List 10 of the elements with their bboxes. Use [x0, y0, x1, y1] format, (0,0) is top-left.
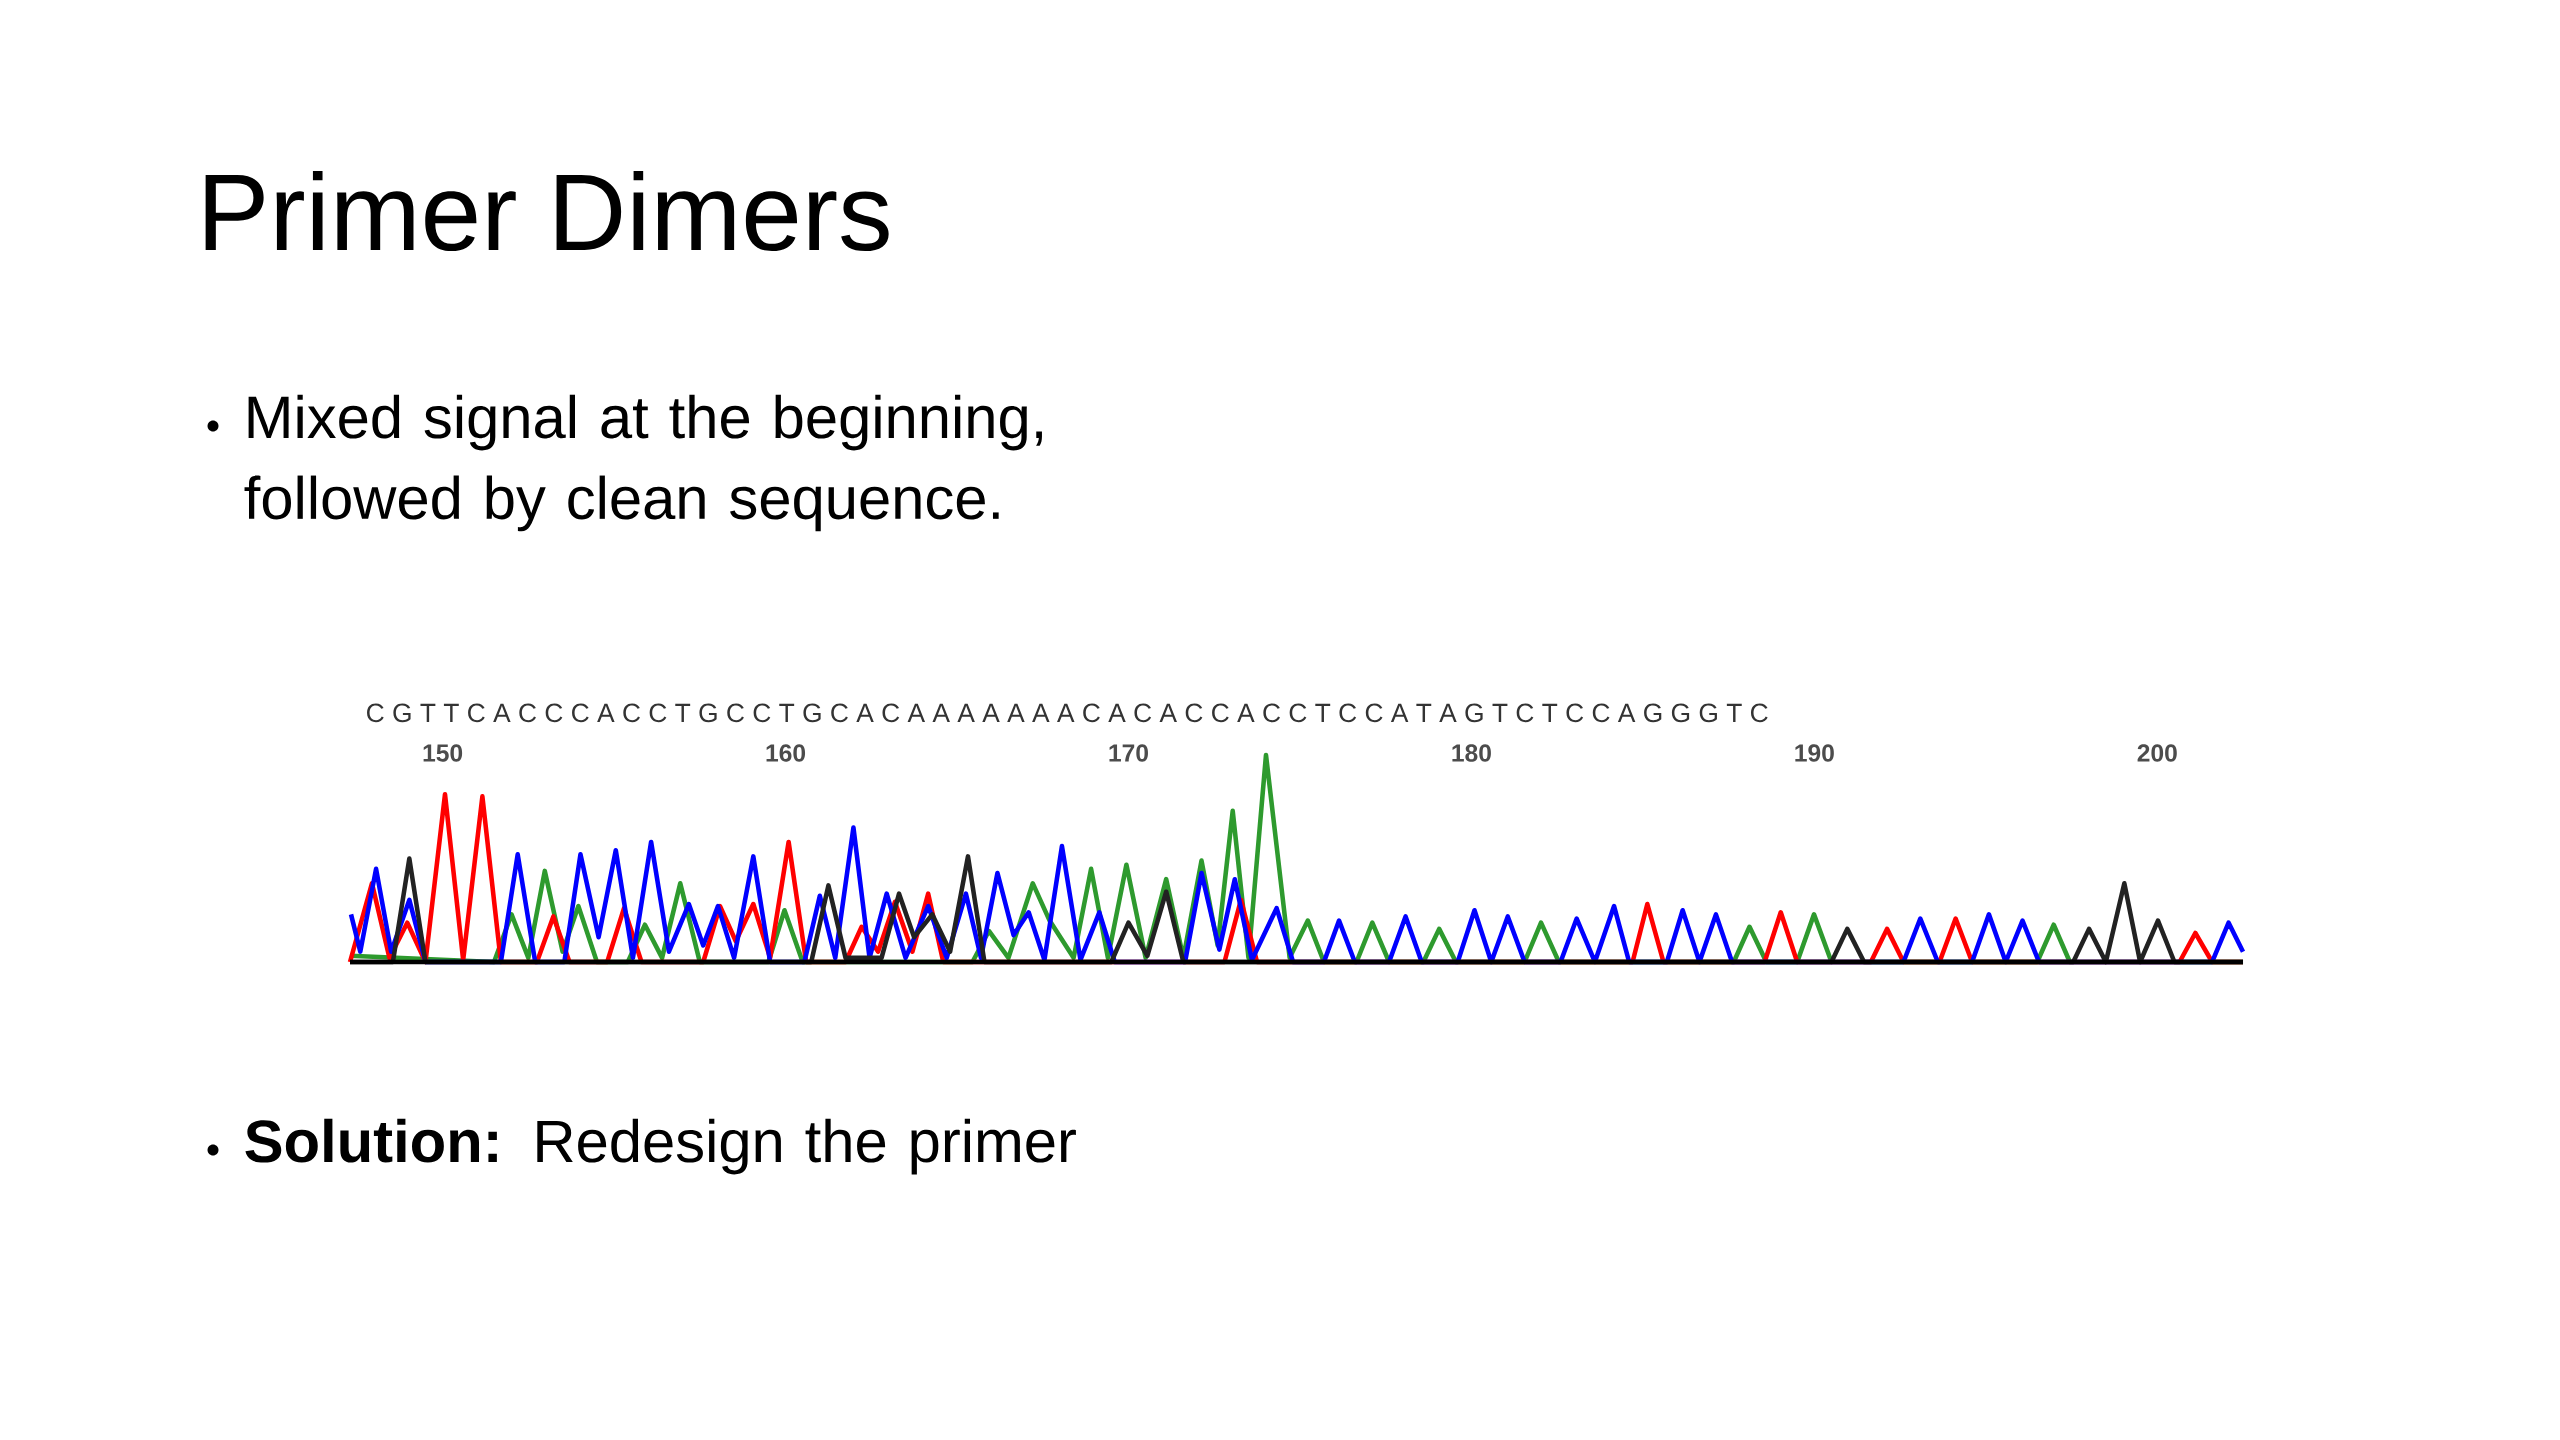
x-tick-label: 160 — [766, 744, 806, 762]
x-tick-label: 200 — [2137, 744, 2177, 762]
chart-title: Primer Dimers — [205, 171, 889, 252]
x-tick-label: 170 — [1109, 744, 1148, 762]
x-tick-label: 190 — [1795, 744, 1834, 762]
x-tick-label: 150 — [423, 744, 463, 762]
x-tick-label: 180 — [1452, 744, 1491, 762]
text: Mixed signal at the beginning, followed by clean sequence. — [244, 394, 1042, 532]
text: C G T T C A C C C A C C T G C C T G C A C A A A A A A A C A C A C C A C C T C C A T A G T C T C C A G G G T C — [367, 703, 1768, 723]
text: Solution: Redesign the primer — [245, 1118, 1076, 1175]
